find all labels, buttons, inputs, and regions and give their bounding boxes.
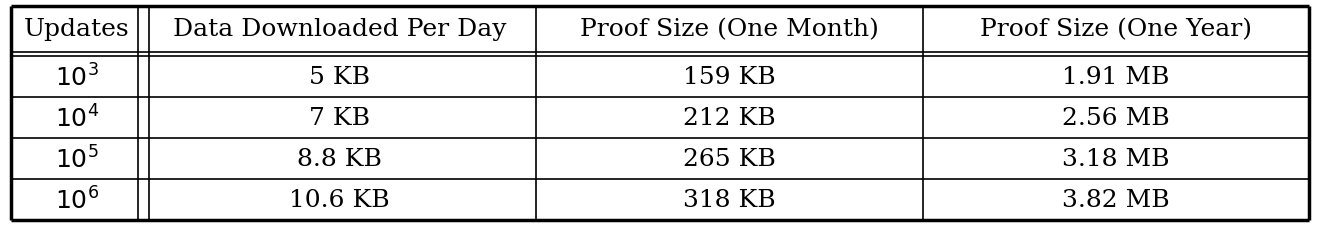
Text: Updates: Updates bbox=[24, 18, 129, 41]
Text: $10^5$: $10^5$ bbox=[55, 145, 99, 173]
Text: 318 KB: 318 KB bbox=[682, 188, 776, 211]
Text: $10^3$: $10^3$ bbox=[55, 64, 99, 91]
Text: 159 KB: 159 KB bbox=[682, 66, 776, 89]
Text: Proof Size (One Year): Proof Size (One Year) bbox=[979, 18, 1253, 41]
Text: 212 KB: 212 KB bbox=[682, 107, 776, 130]
Text: 3.82 MB: 3.82 MB bbox=[1063, 188, 1170, 211]
Text: 1.91 MB: 1.91 MB bbox=[1063, 66, 1170, 89]
Text: 5 KB: 5 KB bbox=[309, 66, 370, 89]
Text: 2.56 MB: 2.56 MB bbox=[1063, 107, 1170, 130]
Text: 265 KB: 265 KB bbox=[682, 148, 776, 170]
Text: Data Downloaded Per Day: Data Downloaded Per Day bbox=[173, 18, 507, 41]
Text: $10^4$: $10^4$ bbox=[55, 104, 99, 132]
Text: Proof Size (One Month): Proof Size (One Month) bbox=[579, 18, 879, 41]
Text: $10^6$: $10^6$ bbox=[55, 186, 99, 213]
Text: 8.8 KB: 8.8 KB bbox=[297, 148, 381, 170]
Text: 3.18 MB: 3.18 MB bbox=[1063, 148, 1170, 170]
Text: 10.6 KB: 10.6 KB bbox=[289, 188, 389, 211]
Text: 7 KB: 7 KB bbox=[309, 107, 370, 130]
